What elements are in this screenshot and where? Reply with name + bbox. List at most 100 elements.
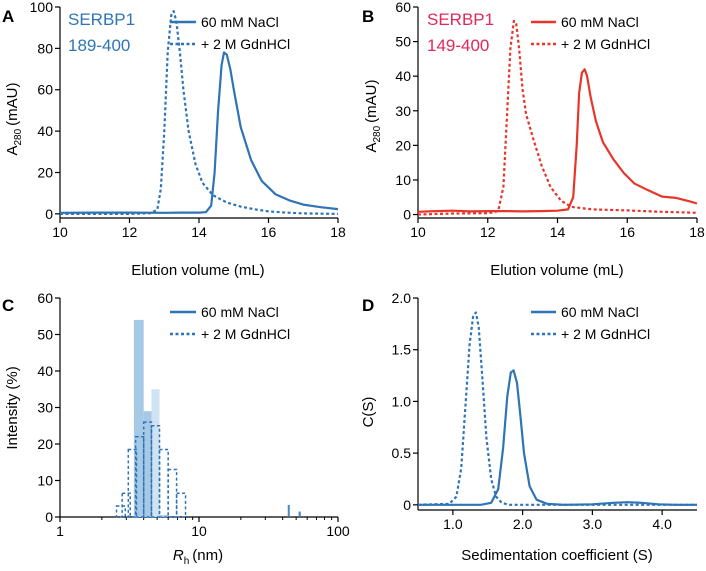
panel-b-ytick-label: 0 — [403, 207, 411, 223]
panel-a-legend-solid-label: 60 mM NaCl — [201, 14, 279, 30]
panel-c-xlabel-unit: (nm) — [192, 547, 223, 564]
panel-b-legend-dashed-label: + 2 M GdnHCl — [561, 36, 650, 52]
panel-b-xtick-label: 14 — [550, 224, 566, 240]
panel-c-ytick-label: 0 — [45, 509, 53, 525]
panel-d-xtick-label: 2.0 — [513, 516, 533, 532]
panel-a-xtick-label: 18 — [330, 224, 346, 240]
panel-c-xtick-label: 10 — [191, 523, 207, 539]
panel-c-xlabel: Rh (nm) — [173, 547, 223, 567]
panel-a-ytick-label: 20 — [37, 164, 53, 180]
panel-d-legend: 60 mM NaCl + 2 M GdnHCl — [531, 304, 650, 342]
panel-c-gdnhcl-bar — [175, 492, 187, 518]
panel-a-ytick-label: 0 — [45, 206, 53, 222]
panel-c-xtick-label: 1 — [56, 523, 64, 539]
panel-d-ylabel: C(S) — [360, 397, 377, 428]
panel-c-ytick-label: 20 — [37, 436, 53, 452]
panel-d-xtick-label: 1.0 — [443, 516, 463, 532]
panel-a-xtick-label: 12 — [122, 224, 138, 240]
panel-c-ytick-label: 50 — [37, 327, 53, 343]
panel-b-xlabel: Elution volume (mL) — [490, 262, 623, 279]
panel-c-xtick-label: 100 — [326, 523, 350, 539]
panel-b-ytick-label: 30 — [395, 103, 411, 119]
panel-b-xtick-label: 12 — [480, 224, 496, 240]
panel-d-ytick-label: 2.0 — [392, 290, 412, 306]
panel-b-ytick-label: 20 — [395, 137, 411, 153]
panel-a-ylabel-unit: (mAU) — [4, 82, 21, 125]
panel-a-protein-name: SERBP1 — [68, 10, 135, 29]
panel-c-letter: C — [2, 296, 14, 315]
panel-b-xtick-label: 18 — [689, 224, 705, 240]
panel-d: D 60 mM NaCl + 2 M GdnHCl Sedimentation … — [360, 290, 697, 564]
panel-a-letter: A — [2, 7, 14, 26]
panel-b-ytick-label: 40 — [395, 68, 411, 84]
panel-b-xtick-label: 10 — [410, 224, 426, 240]
panel-b-protein-range: 149-400 — [427, 36, 489, 55]
panel-a-ytick-label: 100 — [30, 0, 54, 15]
panel-b-series-nacl-line — [417, 68, 698, 213]
panel-a-ylabel-main: A — [4, 146, 21, 156]
panel-c-nacl-bar — [287, 504, 290, 517]
panel-c-ytick-label: 30 — [37, 400, 53, 416]
panel-c-ytick-label: 10 — [37, 473, 53, 489]
panel-b-ytick-label: 50 — [395, 34, 411, 50]
panel-a-ytick-label: 80 — [37, 40, 53, 56]
panel-b-xtick-label: 16 — [619, 224, 635, 240]
panel-a-series-gdnhcl-line — [60, 10, 339, 215]
panel-d-ytick-label: 1.5 — [392, 342, 412, 358]
panel-d-letter: D — [362, 296, 374, 315]
panel-a-ytick-label: 40 — [37, 123, 53, 139]
panel-a-protein-range: 189-400 — [68, 36, 130, 55]
panel-b-letter: B — [362, 7, 374, 26]
panel-a-legend: 60 mM NaCl + 2 M GdnHCl — [170, 14, 290, 52]
panel-b-protein-name: SERBP1 — [427, 10, 494, 29]
panel-a-xlabel: Elution volume (mL) — [131, 262, 264, 279]
panel-a-xtick-label: 16 — [261, 224, 277, 240]
panel-d-ytick-label: 0.5 — [392, 445, 412, 461]
panel-c-nacl-bar — [143, 411, 152, 517]
panel-a-legend-dashed-label: + 2 M GdnHCl — [201, 36, 290, 52]
panel-a-xtick-label: 10 — [52, 224, 68, 240]
panel-d-ytick-label: 1.0 — [392, 393, 412, 409]
panel-c-gdnhcl-bar — [167, 468, 178, 518]
panel-c-ylabel: Intensity (%) — [4, 366, 21, 449]
panel-c-legend-dashed-label: + 2 M GdnHCl — [201, 326, 290, 342]
panel-a-ytick-label: 60 — [37, 82, 53, 98]
panel-d-legend-solid-label: 60 mM NaCl — [561, 304, 639, 320]
panel-c-legend-solid-label: 60 mM NaCl — [201, 304, 279, 320]
panel-d-xtick-label: 4.0 — [652, 516, 672, 532]
panel-c-xlabel-main: R — [173, 547, 184, 564]
panel-a-ylabel-sub: 280 — [13, 128, 24, 145]
panel-c-ytick-label: 40 — [37, 363, 53, 379]
panel-b-ytick-label: 10 — [395, 172, 411, 188]
panel-d-xtick-label: 3.0 — [583, 516, 603, 532]
panel-c-nacl-bar — [133, 319, 144, 517]
panel-d-xlabel: Sedimentation coefficient (S) — [461, 547, 653, 564]
panel-b-legend-solid-label: 60 mM NaCl — [561, 14, 639, 30]
panel-b-ylabel-main: A — [363, 143, 380, 153]
panel-b-ylabel-unit: (mAU) — [363, 79, 380, 122]
panel-c-nacl-bar — [298, 511, 301, 517]
panel-c-gdnhcl-bar — [121, 492, 131, 518]
panel-c-nacl-bar — [159, 515, 169, 517]
panel-c-ytick-label: 60 — [37, 290, 53, 306]
panel-a: A SERBP1 189-400 60 mM NaCl + 2 M GdnHCl… — [2, 0, 346, 279]
panel-d-legend-dashed-label: + 2 M GdnHCl — [561, 326, 650, 342]
panel-d-series-nacl-line — [418, 369, 697, 506]
panel-c: C 60 mM NaCl + 2 M GdnHCl Rh (nm) Intensi… — [2, 290, 350, 567]
panel-d-ytick-label: 0 — [403, 497, 411, 513]
panel-a-xtick-label: 14 — [191, 224, 207, 240]
panel-b: B SERBP1 149-400 60 mM NaCl + 2 M GdnHCl… — [362, 0, 705, 279]
panel-b-ytick-label: 60 — [395, 0, 411, 15]
panel-c-gdnhcl-bar — [127, 448, 138, 518]
panel-c-gdnhcl-bar — [115, 505, 127, 518]
panel-c-legend: 60 mM NaCl + 2 M GdnHCl — [170, 304, 290, 342]
panel-b-legend: 60 mM NaCl + 2 M GdnHCl — [531, 14, 650, 52]
panel-c-gdnhcl-bar — [158, 448, 169, 518]
panel-d-series-gdnhcl-line — [417, 311, 697, 506]
panel-a-series-nacl-line — [59, 51, 339, 214]
panel-b-series-gdnhcl-line — [417, 19, 698, 216]
panel-b-ylabel: A280 (mAU) — [363, 79, 383, 152]
panel-c-xlabel-sub: h — [184, 556, 190, 567]
panel-a-ylabel: A280 (mAU) — [4, 82, 24, 155]
